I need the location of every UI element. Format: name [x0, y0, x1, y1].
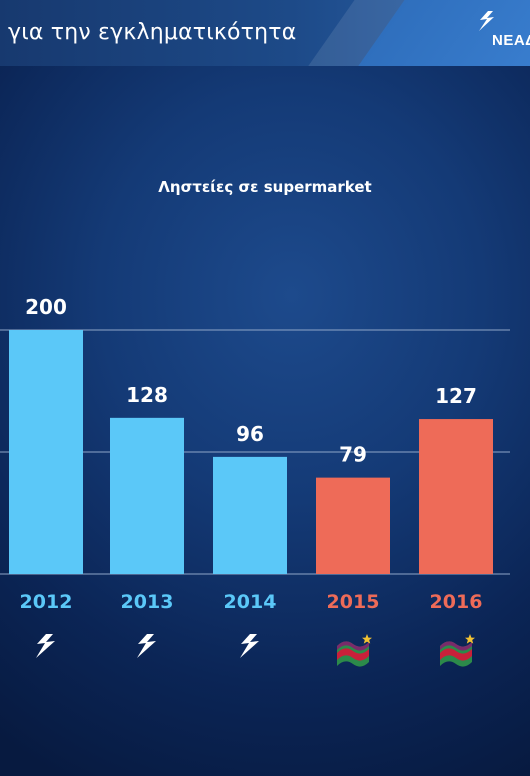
syriza-flag-icon — [440, 634, 475, 667]
year-label-2013: 2013 — [121, 591, 174, 613]
chart-title: Ληστείες σε supermarket — [158, 178, 372, 196]
nd-party-icon — [36, 634, 55, 658]
category-icons — [36, 634, 475, 667]
lightning-torch-icon — [479, 11, 494, 31]
nd-party-icon — [137, 634, 156, 658]
value-labels: 200 128 96 79 127 — [25, 295, 477, 467]
year-label-2016: 2016 — [430, 591, 483, 613]
year-label-2014: 2014 — [224, 591, 277, 613]
value-label-2012: 200 — [25, 295, 67, 319]
bar-2015 — [316, 477, 390, 574]
value-label-2013: 128 — [126, 383, 168, 407]
value-label-2015: 79 — [339, 443, 367, 467]
year-labels: 2012 2013 2014 2015 2016 — [20, 591, 483, 613]
year-label-2015: 2015 — [327, 591, 380, 613]
logo-text: ΝΕΑΔ — [492, 32, 530, 49]
value-label-2016: 127 — [435, 384, 477, 408]
syriza-flag-icon — [337, 634, 372, 667]
bars — [9, 330, 493, 574]
page-title: για την εγκληματικότητα — [8, 20, 297, 45]
party-logo: ΝΕΑΔ — [474, 10, 530, 50]
bar-2014 — [213, 456, 287, 574]
header-bar: για την εγκληματικότητα ΝΕΑΔ — [0, 0, 530, 66]
year-label-2012: 2012 — [20, 591, 73, 613]
value-label-2014: 96 — [236, 422, 264, 446]
bar-2016 — [419, 419, 493, 574]
bar-2013 — [110, 417, 184, 574]
bar-2012 — [9, 330, 83, 574]
nd-party-icon — [240, 634, 259, 658]
